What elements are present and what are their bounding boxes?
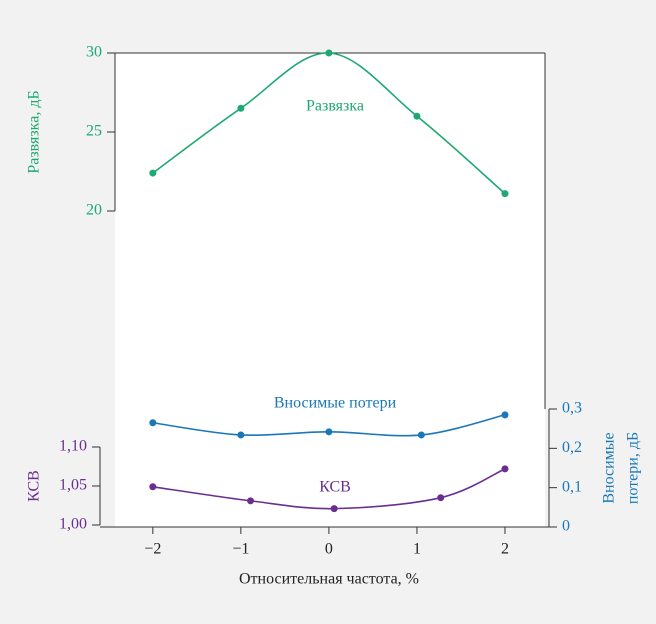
y3-axis-title: Вносимые	[601, 432, 618, 503]
y2-axis-title: КСВ	[26, 470, 43, 502]
y-tick-label: 0	[562, 518, 570, 535]
series-label: Развязка	[306, 98, 364, 115]
x-tick-label: 2	[501, 541, 509, 558]
series-label: КСВ	[319, 479, 351, 496]
x-tick-label: 1	[413, 541, 421, 558]
data-point	[501, 411, 509, 419]
data-point	[149, 169, 157, 177]
y-tick-label: 1,05	[59, 477, 87, 494]
data-point	[413, 112, 421, 120]
plot-area	[115, 53, 545, 527]
x-tick-label: −1	[232, 541, 249, 558]
y-tick-label: 20	[86, 202, 102, 219]
y-tick-label: 1,00	[59, 516, 87, 533]
data-point	[417, 431, 425, 439]
data-point	[237, 431, 245, 439]
y-axis-title: Развязка, дБ	[26, 90, 43, 173]
y-tick-label: 0,2	[562, 439, 582, 456]
data-point	[237, 104, 245, 112]
data-point	[247, 497, 255, 505]
x-tick-label: 0	[325, 541, 333, 558]
y-tick-label: 1,10	[59, 438, 87, 455]
data-point	[330, 505, 338, 513]
x-axis-title: Относительная частота, %	[239, 571, 419, 588]
data-point	[501, 190, 509, 198]
data-point	[437, 494, 445, 502]
y3-axis-title: потери, дБ	[625, 432, 642, 504]
data-point	[325, 49, 333, 57]
y-tick-label: 0,3	[562, 400, 582, 417]
data-point	[149, 419, 157, 427]
y-tick-label: 0,1	[562, 478, 582, 495]
y-tick-label: 30	[86, 44, 102, 61]
series-label: Вносимые потери	[274, 395, 397, 412]
y-tick-label: 25	[86, 123, 102, 140]
x-tick-label: −2	[144, 541, 161, 558]
data-point	[501, 465, 509, 473]
data-point	[325, 428, 333, 436]
data-point	[149, 483, 157, 491]
